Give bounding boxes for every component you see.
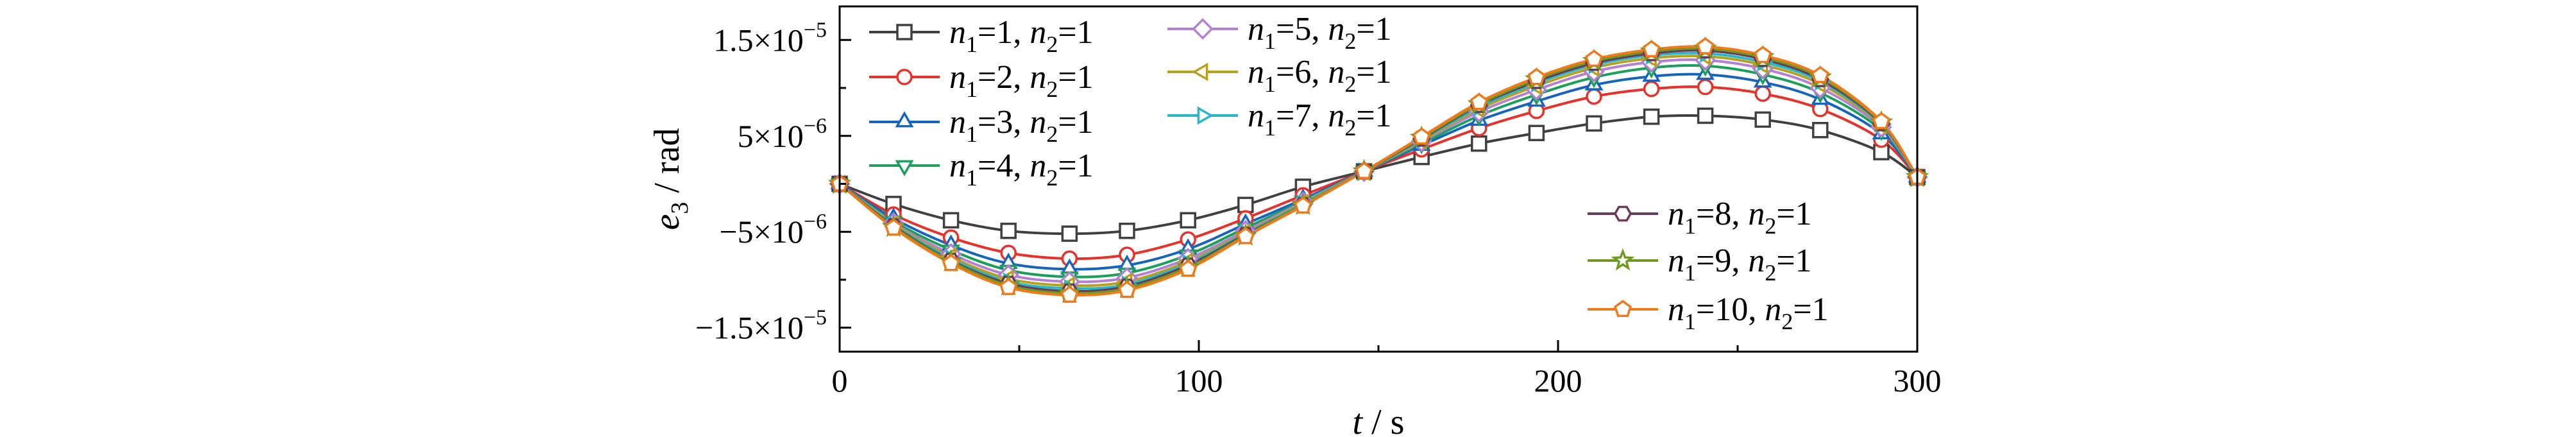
marker-layer [827,36,1929,304]
x-tick-label: 300 [1894,363,1942,398]
data-point-n1-10-n2-1-2 [942,253,960,271]
x-axis-title: t / s [1353,402,1405,437]
y-tick-label: −5×10−6 [719,210,827,250]
data-point-n1-10-n2-1-6 [1179,259,1198,277]
legend-item-n1-6-n2-1: n1=6, n2=1 [1167,54,1392,97]
legend-marker [1197,106,1214,125]
legend-label: n1=6, n2=1 [1248,54,1392,97]
y-tick-label: 5×10−6 [738,114,827,154]
legend-marker [1613,205,1632,222]
data-point-n1-2-n2-1-16 [1754,85,1771,102]
legend-marker [896,24,913,40]
data-point-n1-2-n2-1-14 [1643,80,1660,98]
y-axis-title: e3 / rad [647,128,693,230]
data-point-n1-1-n2-1-3 [1000,222,1017,239]
data-point-n1-1-n2-1-16 [1754,111,1771,128]
data-point-n1-1-n2-1-12 [1528,124,1545,142]
data-point-n1-1-n2-1-5 [1119,222,1135,239]
legend-item-n1-9-n2-1: n1=9, n2=1 [1588,243,1812,286]
data-point-n1-10-n2-1-7 [1236,227,1255,244]
data-point-n1-10-n2-1-10 [1412,127,1431,145]
legend-marker [1192,62,1208,81]
data-point-n1-10-n2-1-9 [1355,162,1373,180]
y-tick-label: −1.5×10−5 [695,306,827,346]
data-point-n1-1-n2-1-17 [1812,122,1829,139]
legend-label: n1=8, n2=1 [1668,196,1812,239]
legend-label: n1=2, n2=1 [949,59,1094,102]
legend-item-n1-10-n2-1: n1=10, n2=1 [1588,291,1829,334]
data-point-n1-2-n2-1-13 [1586,88,1602,105]
y-tick-label: 1.5×10−5 [713,18,827,58]
data-point-n1-10-n2-1-4 [1060,286,1079,303]
legend-marker [895,111,914,128]
legend-marker [1613,300,1632,317]
legend-label: n1=1, n2=1 [949,14,1094,57]
legend-label: n1=3, n2=1 [949,104,1094,147]
data-point-n1-1-n2-1-4 [1061,225,1078,242]
legend: n1=1, n2=1n1=2, n2=1n1=3, n2=1n1=4, n2=1… [869,11,1829,334]
data-point-n1-1-n2-1-15 [1697,107,1714,124]
data-point-n1-10-n2-1-16 [1754,46,1772,64]
data-point-n1-1-n2-1-11 [1471,135,1487,152]
legend-item-n1-5-n2-1: n1=5, n2=1 [1167,11,1392,54]
data-point-n1-2-n2-1-15 [1697,78,1714,96]
legend-item-n1-8-n2-1: n1=8, n2=1 [1588,196,1812,239]
data-point-n1-1-n2-1-13 [1586,115,1602,132]
legend-label: n1=7, n2=1 [1248,98,1392,141]
data-point-n1-1-n2-1-2 [942,212,960,229]
legend-item-n1-7-n2-1: n1=7, n2=1 [1167,98,1392,141]
legend-marker [896,69,913,85]
legend-item-n1-2-n2-1: n1=2, n2=1 [869,59,1094,102]
data-point-n1-10-n2-1-13 [1584,49,1604,67]
data-point-n1-10-n2-1-17 [1811,65,1829,83]
legend-label: n1=9, n2=1 [1668,243,1812,286]
legend-item-n1-1-n2-1: n1=1, n2=1 [869,14,1094,57]
data-point-n1-10-n2-1-15 [1696,37,1715,55]
data-point-n1-10-n2-1-18 [1872,112,1891,130]
x-tick-label: 100 [1175,363,1223,398]
legend-label: n1=10, n2=1 [1668,291,1829,334]
data-point-n1-1-n2-1-6 [1180,212,1196,229]
data-point-n1-10-n2-1-1 [884,218,903,236]
legend-item-n1-4-n2-1: n1=4, n2=1 [869,148,1094,191]
legend-item-n1-3-n2-1: n1=3, n2=1 [869,104,1094,147]
data-point-n1-10-n2-1-12 [1527,67,1546,85]
legend-marker [1192,18,1214,40]
legend-marker [895,160,914,176]
data-point-n1-1-n2-1-14 [1643,108,1660,125]
data-point-n1-1-n2-1-7 [1237,196,1254,214]
legend-label: n1=4, n2=1 [949,148,1094,191]
legend-label: n1=5, n2=1 [1248,11,1392,54]
data-point-n1-10-n2-1-8 [1294,196,1312,214]
data-point-n1-10-n2-1-14 [1642,40,1661,58]
x-tick-label: 200 [1534,363,1582,398]
data-point-n1-10-n2-1-3 [999,278,1018,295]
data-point-n1-10-n2-1-11 [1470,92,1488,110]
legend-marker [1611,248,1635,271]
x-tick-label: 0 [832,363,848,398]
axes-layer: 0 100 200 300 1.5×10−5 5×10−6 −5×10−6 −1.5×10−5 [695,18,1942,398]
data-point-n1-10-n2-1-5 [1117,280,1137,298]
